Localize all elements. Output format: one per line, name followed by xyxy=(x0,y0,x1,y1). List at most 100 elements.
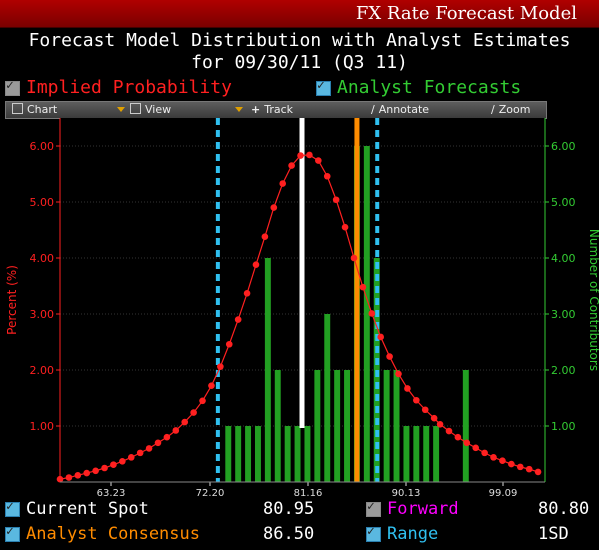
zoom-icon: ∕ xyxy=(491,103,495,116)
analyst-forecast-bar xyxy=(225,426,232,482)
implied-probability-point xyxy=(341,223,349,231)
implied-probability-point xyxy=(234,316,242,323)
analyst-forecast-bar xyxy=(274,370,281,482)
implied-probability-point xyxy=(270,204,278,211)
implied-probability-point xyxy=(288,162,295,169)
implied-probability-point xyxy=(323,172,331,180)
implied-probability-point xyxy=(208,382,215,389)
plus-icon: + xyxy=(251,103,261,116)
toolbar-view-menu[interactable]: View xyxy=(130,103,171,116)
checkbox-icon[interactable] xyxy=(316,78,331,96)
toolbar-zoom-button[interactable]: ∕ Zoom xyxy=(491,103,530,116)
analyst-forecast-bars xyxy=(225,146,469,482)
analyst-forecast-bar xyxy=(284,426,291,482)
analyst-forecast-bar xyxy=(264,258,271,482)
implied-probability-point xyxy=(499,457,506,465)
implied-probability-point xyxy=(154,439,162,447)
chart-icon xyxy=(12,103,23,114)
x-axis-tick-label: 90.13 xyxy=(392,488,421,498)
implied-probability-point xyxy=(199,397,206,405)
analyst-forecast-bar xyxy=(413,426,420,482)
x-axis-tick-label: 81.16 xyxy=(294,488,323,498)
left-axis-tick-label: 2.00 xyxy=(30,364,55,377)
forward-value: 80.80 xyxy=(538,499,590,519)
analyst-forecast-bar xyxy=(294,426,301,482)
implied-probability-point xyxy=(534,468,542,476)
current-spot-label: Current Spot xyxy=(26,499,149,519)
analyst-forecast-bar xyxy=(235,426,242,482)
implied-probability-point xyxy=(74,471,82,479)
right-axis-tick-label: 2.00 xyxy=(551,364,576,377)
implied-probability-point xyxy=(377,333,384,341)
range-value: 1SD xyxy=(538,524,569,544)
implied-probability-point xyxy=(454,433,462,441)
analyst-forecast-bar xyxy=(334,370,341,482)
implied-probability-point xyxy=(359,283,367,291)
implied-probability-point xyxy=(404,385,411,392)
checkbox-icon[interactable] xyxy=(5,78,20,96)
right-axis-tick-label: 1.00 xyxy=(551,420,576,433)
toolbar-chart-menu[interactable]: Chart xyxy=(12,103,57,116)
chart-marker-lines xyxy=(215,118,380,482)
analyst-consensus-label: Analyst Consensus xyxy=(26,524,200,544)
toolbar-annotate-label: Annotate xyxy=(378,103,430,116)
forward-toggle[interactable]: Forward xyxy=(366,499,459,519)
range-label: Range xyxy=(387,524,439,544)
implied-probability-point xyxy=(181,418,189,426)
implied-probability-point xyxy=(83,469,91,477)
implied-probability-point xyxy=(261,233,269,241)
current-spot-value: 80.95 xyxy=(263,499,315,519)
left-axis-tick-label: 3.00 xyxy=(30,308,55,321)
checkbox-icon[interactable] xyxy=(366,524,381,542)
current-spot-toggle[interactable]: Current Spot xyxy=(5,499,149,519)
chart-dropdown-arrow-icon[interactable] xyxy=(117,107,125,112)
analyst-consensus-toggle[interactable]: Analyst Consensus xyxy=(5,524,200,544)
implied-probability-point xyxy=(472,444,480,452)
implied-probability-point xyxy=(190,409,197,416)
implied-probability-point xyxy=(172,427,180,434)
implied-probability-point xyxy=(368,310,376,317)
analyst-forecast-bar xyxy=(314,370,321,482)
implied-probability-point xyxy=(101,464,108,472)
range-toggle[interactable]: Range xyxy=(366,524,438,544)
toolbar-track-label: Track xyxy=(264,103,294,116)
view-dropdown-arrow-icon[interactable] xyxy=(235,107,243,112)
window-title: FX Rate Forecast Model xyxy=(355,3,577,24)
toolbar-track-button[interactable]: + Track xyxy=(251,103,293,116)
implied-probability-point xyxy=(516,463,524,471)
legend-analyst-label: Analyst Forecasts xyxy=(337,77,522,98)
left-axis-label: Percent (%) xyxy=(5,265,19,335)
implied-probability-point xyxy=(145,445,153,452)
implied-probability-point xyxy=(421,406,429,414)
left-axis-tick-label: 5.00 xyxy=(30,196,55,209)
implied-probability-point xyxy=(386,353,393,360)
chart-axes: 1.00 2.00 3.00 4.00 5.00 6.00 1.00 2.00 3.00 4.00… xyxy=(5,118,599,498)
analyst-forecast-bar xyxy=(403,426,410,482)
implied-probability-curve xyxy=(56,151,542,483)
implied-probability-point xyxy=(306,151,313,159)
implied-probability-point xyxy=(217,363,224,370)
implied-probability-point xyxy=(127,454,135,461)
checkbox-icon[interactable] xyxy=(5,524,20,542)
implied-probability-point xyxy=(119,457,126,465)
implied-probability-point xyxy=(395,370,402,378)
left-axis-tick-label: 6.00 xyxy=(30,140,55,153)
forward-label: Forward xyxy=(387,499,459,519)
legend-analyst-forecasts[interactable]: Analyst Forecasts xyxy=(316,77,521,99)
analyst-forecast-bar xyxy=(304,426,311,482)
implied-probability-point xyxy=(430,414,438,422)
right-axis-tick-label: 4.00 xyxy=(551,252,576,265)
analyst-forecast-bar xyxy=(433,426,440,482)
right-axis-tick-label: 3.00 xyxy=(551,308,576,321)
analyst-forecast-bar xyxy=(344,370,351,482)
pencil-icon: ∕ xyxy=(371,103,375,116)
checkbox-icon[interactable] xyxy=(366,499,381,517)
analyst-forecast-bar xyxy=(423,426,430,482)
x-axis-tick-label: 99.09 xyxy=(489,488,518,498)
toolbar-annotate-button[interactable]: ∕ Annotate xyxy=(371,103,429,116)
implied-probability-point xyxy=(350,254,358,262)
checkbox-icon[interactable] xyxy=(5,499,20,517)
analyst-forecast-bar xyxy=(393,370,400,482)
view-icon xyxy=(130,103,141,114)
legend-implied-probability[interactable]: Implied Probability xyxy=(5,77,232,99)
